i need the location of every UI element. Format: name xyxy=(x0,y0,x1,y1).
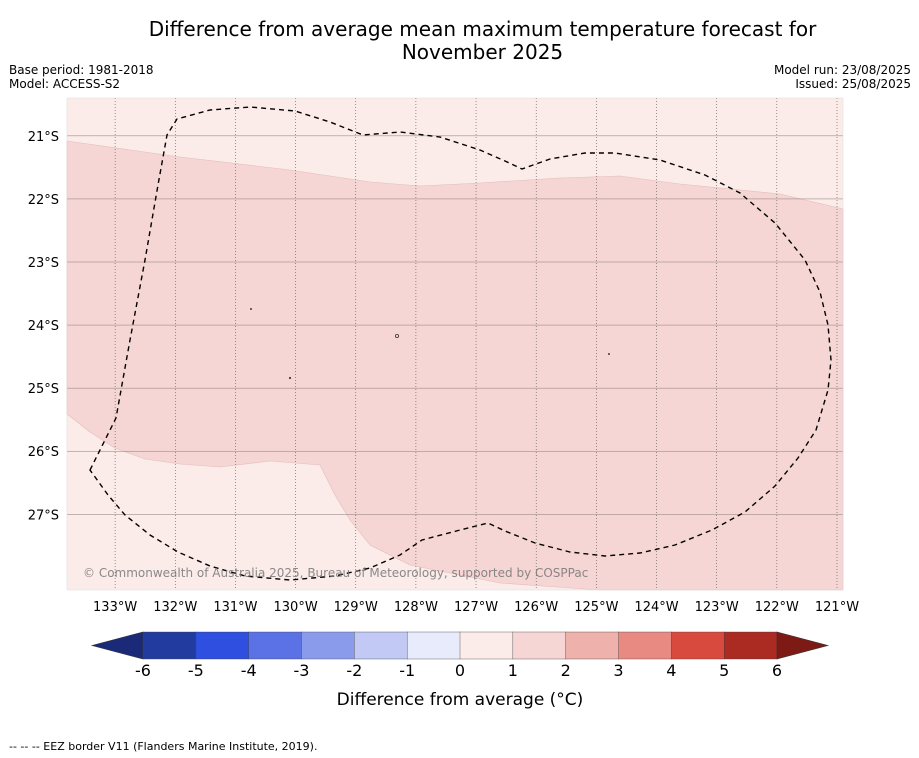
anomaly-class-1-2-region xyxy=(66,140,844,591)
latitude-label: 22°S xyxy=(28,193,59,208)
longitude-label: 132°W xyxy=(153,600,197,615)
colorbar-tick-label: 0 xyxy=(455,661,465,680)
colorbar-tick-label: 2 xyxy=(561,661,571,680)
colorbar-under-arrow xyxy=(90,631,144,660)
colorbar-swatch xyxy=(565,631,620,660)
colorbar-tick-label: 1 xyxy=(508,661,518,680)
colorbar-swatch xyxy=(354,631,408,660)
longitude-label: 122°W xyxy=(755,600,799,615)
model-run-text: Model run: 23/08/2025 xyxy=(773,63,911,77)
map-specks xyxy=(249,307,611,380)
colorbar xyxy=(90,631,830,660)
colorbar-tick-label: 5 xyxy=(719,661,729,680)
eez-border-line xyxy=(89,106,832,581)
model-text: Model: ACCESS-S2 xyxy=(9,77,121,91)
colorbar-tick-label: 3 xyxy=(613,661,623,680)
longitude-label: 130°W xyxy=(274,600,318,615)
island-speck xyxy=(288,376,292,380)
colorbar-tick-label: -3 xyxy=(294,661,310,680)
latitude-label: 21°S xyxy=(28,130,59,145)
longitude-label: 127°W xyxy=(454,600,498,615)
longitude-labels: 133°W 132°W 131°W 130°W 129°W 128°W 127°W 126°W… xyxy=(93,600,859,615)
map-title-line-2: November 2025 xyxy=(401,40,564,64)
longitude-label: 124°W xyxy=(634,600,678,615)
colorbar-tick-label: -6 xyxy=(135,661,151,680)
map-title-line-1: Difference from average mean maximum tem… xyxy=(148,17,817,41)
colorbar-tick-label: -2 xyxy=(346,661,362,680)
colorbar-tick-label: -1 xyxy=(399,661,415,680)
island-speck xyxy=(608,352,611,355)
colorbar-swatch xyxy=(301,631,355,660)
map-frame xyxy=(66,97,844,591)
colorbar-swatch xyxy=(671,631,725,660)
latitude-label: 26°S xyxy=(28,445,59,460)
colorbar-tick-label: -4 xyxy=(241,661,257,680)
latitude-label: 25°S xyxy=(28,382,59,397)
latitude-label: 24°S xyxy=(28,319,59,334)
copyright-notice: © Commonwealth of Australia 2025, Bureau… xyxy=(83,566,588,580)
latitude-labels: 21°S 22°S 23°S 24°S 25°S 26°S 27°S xyxy=(28,130,59,523)
longitude-label: 123°W xyxy=(695,600,739,615)
longitude-label: 128°W xyxy=(394,600,438,615)
colorbar-label: Difference from average (°C) xyxy=(337,690,584,710)
longitude-label: 126°W xyxy=(514,600,558,615)
metadata-right: Model run: 23/08/2025 Issued: 25/08/2025 xyxy=(774,63,911,91)
colorbar-tick-labels: -6 -5 -4 -3 -2 -1 0 1 2 3 4 5 6 xyxy=(135,661,782,680)
colorbar-swatch xyxy=(618,631,672,660)
graticule xyxy=(67,98,843,590)
island-speck xyxy=(249,307,252,310)
colorbar-tick-label: 6 xyxy=(772,661,782,680)
latitude-label: 27°S xyxy=(28,508,59,523)
forecast-map: © Commonwealth of Australia 2025, Bureau… xyxy=(28,97,859,710)
longitude-label: 125°W xyxy=(574,600,618,615)
longitude-label: 121°W xyxy=(815,600,859,615)
map-title: Difference from average mean maximum tem… xyxy=(0,18,919,64)
longitude-label: 131°W xyxy=(213,600,257,615)
base-period-text: Base period: 1981-2018 xyxy=(9,63,154,77)
colorbar-swatch xyxy=(248,631,303,660)
colorbar-swatch xyxy=(459,631,514,660)
colorbar-tick-label: 4 xyxy=(666,661,676,680)
longitude-label: 129°W xyxy=(334,600,378,615)
longitude-label: 133°W xyxy=(93,600,137,615)
island-speck xyxy=(394,333,399,338)
eez-legend-note: -- -- -- EEZ border V11 (Flanders Marine… xyxy=(9,740,318,753)
latitude-label: 23°S xyxy=(28,256,59,271)
colorbar-swatch xyxy=(723,631,778,660)
colorbar-tick-label: -5 xyxy=(188,661,204,680)
colorbar-over-arrow xyxy=(776,631,830,660)
metadata-left: Base period: 1981-2018 Model: ACCESS-S2 xyxy=(9,63,154,91)
colorbar-swatch xyxy=(406,631,461,660)
issued-text: Issued: 25/08/2025 xyxy=(795,77,911,91)
colorbar-swatch xyxy=(195,631,250,660)
map-panel xyxy=(66,98,844,591)
colorbar-swatch xyxy=(142,631,197,660)
colorbar-swatch xyxy=(512,631,567,660)
